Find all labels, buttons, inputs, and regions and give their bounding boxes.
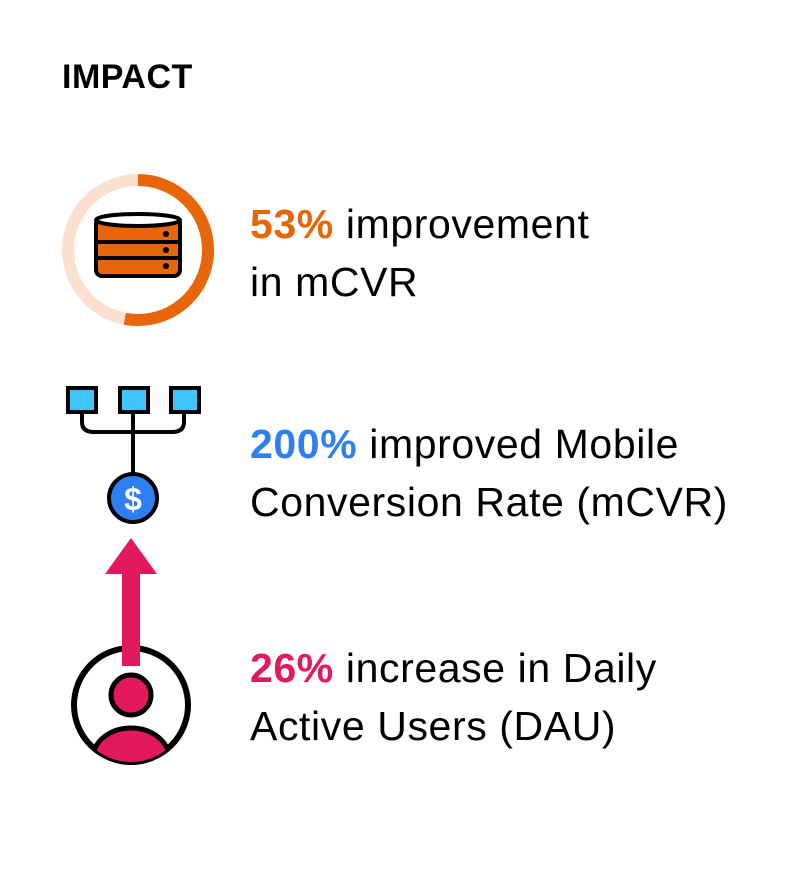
- stat-text-line1: increase in Daily: [345, 645, 657, 691]
- stat-value: 200%: [250, 421, 358, 467]
- stat-dau-increase: 26% increase in Daily Active Users (DAU): [250, 639, 657, 755]
- stat-text-line2: in mCVR: [250, 259, 419, 305]
- stat-text-line1: improvement: [345, 201, 590, 247]
- stat-text-line2: Conversion Rate (mCVR): [250, 479, 728, 525]
- network-dollar-icon: $: [66, 386, 201, 524]
- svg-text:$: $: [124, 481, 142, 517]
- stat-value: 53%: [250, 201, 334, 247]
- user-growth-icon: [71, 538, 191, 765]
- stat-mobile-conversion: 200% improved Mobile Conversion Rate (mC…: [250, 415, 728, 531]
- stat-mcvr-improvement: 53% improvement in mCVR: [250, 195, 589, 311]
- stat-text-line2: Active Users (DAU): [250, 703, 617, 749]
- progress-ring: [62, 174, 214, 326]
- page-title: IMPACT: [62, 58, 193, 96]
- stat-value: 26%: [250, 645, 334, 691]
- stat-text-line1: improved Mobile: [369, 421, 680, 467]
- database-progress-icon: [62, 174, 214, 326]
